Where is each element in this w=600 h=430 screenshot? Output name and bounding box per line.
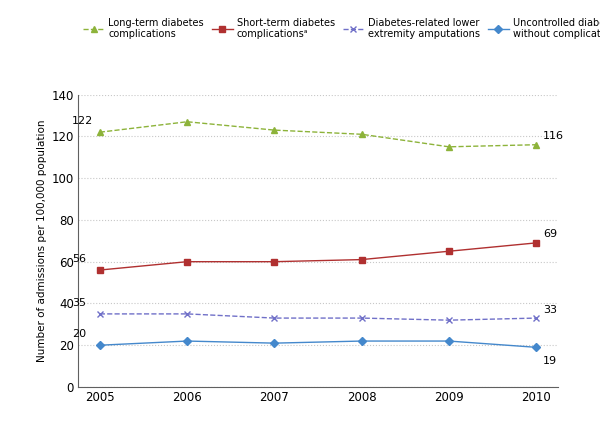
Text: 116: 116: [543, 131, 564, 141]
Text: 20: 20: [72, 329, 86, 339]
Text: 35: 35: [72, 298, 86, 307]
Text: 122: 122: [72, 116, 93, 126]
Text: 56: 56: [72, 254, 86, 264]
Text: 19: 19: [543, 356, 557, 366]
Text: 33: 33: [543, 304, 557, 314]
Y-axis label: Number of admissions per 100,000 population: Number of admissions per 100,000 populat…: [37, 120, 47, 362]
Text: 69: 69: [543, 229, 557, 240]
Legend: Long-term diabetes
complications, Short-term diabetes
complicationsᵃ, Diabetes-r: Long-term diabetes complications, Short-…: [83, 18, 600, 39]
